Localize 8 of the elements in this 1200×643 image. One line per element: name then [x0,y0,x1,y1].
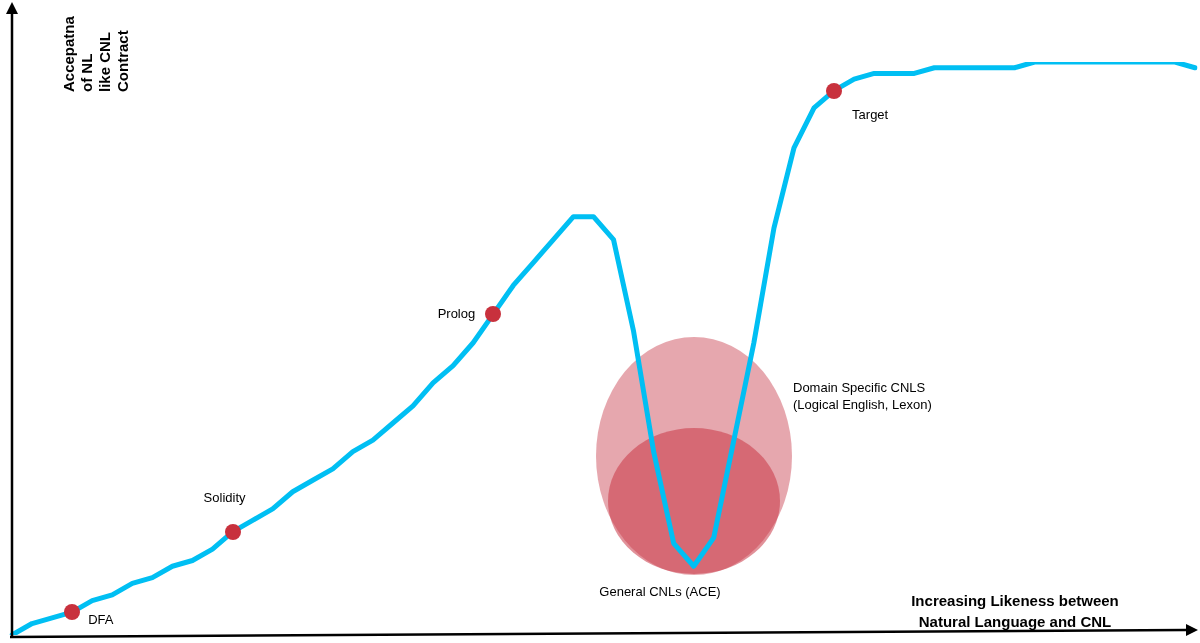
x-axis-title: Increasing Likeness between Natural Language and CNL [911,592,1119,630]
annotation: Prolog [437,306,476,322]
annotation: DFA [88,612,114,628]
y-axis-title: Accepatna of NL like CNL Contract [60,15,131,92]
annotation: Domain Specific CNLS (Logical English, Lexon) [793,380,932,412]
annotation: Target [852,106,889,122]
annotation: Solidity [203,489,247,505]
annotation: General CNLs (ACE) [599,584,721,599]
